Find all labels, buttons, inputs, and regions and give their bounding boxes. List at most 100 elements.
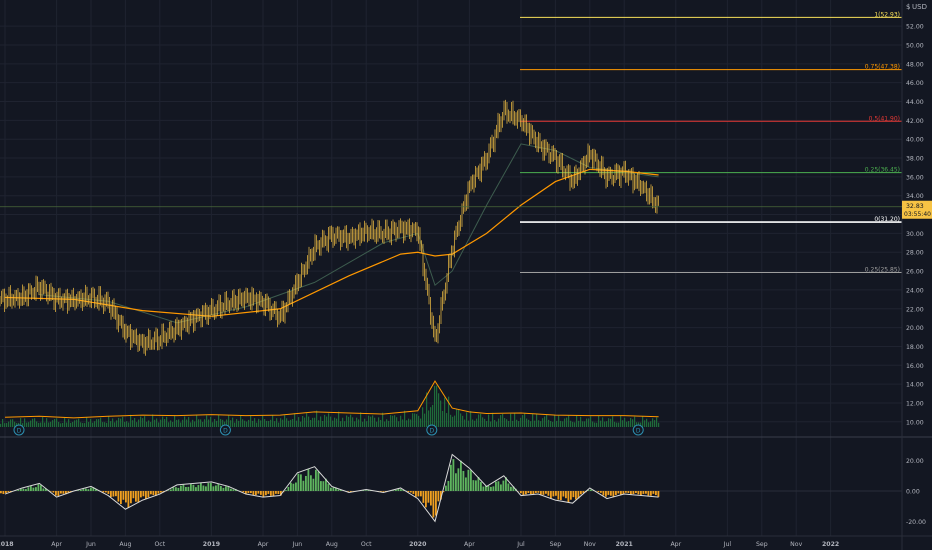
volume-bar [288, 420, 290, 427]
volume-bar [160, 419, 162, 427]
osc-tick-label: 20.00 [906, 458, 924, 465]
volume-bar [312, 417, 314, 427]
fib-level-label: 0.25(36.45) [865, 167, 900, 174]
volume-bar [248, 419, 250, 427]
dividend-marker[interactable]: D [426, 424, 438, 436]
volume-bar [182, 419, 184, 427]
volume-bar [422, 407, 424, 427]
volume-bar [284, 415, 286, 427]
osc-bar [67, 491, 70, 493]
volume-bar [114, 422, 116, 427]
osc-bar [382, 491, 385, 492]
volume-bar [52, 420, 54, 427]
osc-bar [637, 491, 640, 495]
volume-bar [66, 422, 68, 427]
volume-bar [104, 422, 106, 427]
volume-bar [228, 415, 230, 427]
osc-bar [210, 482, 212, 491]
volume-bar [234, 422, 236, 427]
volume-bar [552, 421, 554, 427]
volume-bar [526, 418, 528, 427]
volume-bar [324, 414, 326, 427]
volume-bar [304, 417, 306, 427]
osc-bar [430, 491, 432, 506]
osc-bar [425, 491, 427, 508]
osc-bar [257, 491, 260, 494]
volume-bar [236, 419, 238, 427]
volume-bar [522, 415, 524, 427]
osc-bar [512, 486, 515, 491]
dividend-marker[interactable]: D [632, 424, 644, 436]
oscillator-axis[interactable]: 20.00 0.00 -20.00 [906, 458, 926, 526]
volume-bar [140, 416, 142, 427]
osc-bar [227, 486, 230, 491]
osc-bar [122, 491, 125, 500]
volume-bar [558, 415, 560, 427]
volume-bar [68, 419, 70, 427]
osc-bar [250, 491, 252, 494]
volume-bar [398, 421, 400, 427]
volume-bar [560, 420, 562, 427]
volume-bar [196, 414, 198, 427]
osc-bar [560, 491, 562, 501]
volume-bar [532, 413, 534, 427]
osc-bar [447, 480, 450, 491]
dividend-marker[interactable]: D [13, 424, 25, 436]
osc-bar [160, 491, 162, 493]
volume-bar [208, 419, 210, 427]
volume-bar [88, 422, 90, 427]
osc-bar [572, 491, 575, 498]
osc-bar [645, 491, 647, 494]
volume-bar [42, 417, 44, 427]
osc-bar [475, 480, 477, 491]
osc-bar [297, 473, 300, 491]
volume-bar [458, 409, 460, 427]
dividend-label: D [429, 428, 434, 435]
osc-bar [420, 491, 422, 497]
volume-bar [204, 419, 206, 427]
osc-bar [380, 491, 382, 492]
volume-bar [186, 419, 188, 427]
volume-bar [600, 420, 602, 427]
osc-bar [440, 491, 442, 500]
volume-bar [504, 418, 506, 427]
osc-bar [22, 488, 25, 491]
volume-bar [154, 419, 156, 427]
osc-bar [42, 488, 45, 491]
currency-label[interactable]: $ USD [906, 3, 927, 11]
osc-bar [200, 482, 202, 491]
time-tick-label: Sep [756, 541, 768, 548]
osc-bar [635, 491, 637, 493]
osc-bar [62, 491, 65, 494]
osc-bar [477, 476, 480, 491]
osc-bar [500, 484, 502, 491]
price-tick-label: 44.00 [906, 99, 924, 106]
volume-bar [238, 420, 240, 427]
osc-bar [605, 491, 607, 497]
volume-bar [420, 418, 422, 427]
time-tick-label: Oct [154, 541, 165, 548]
time-tick-label: Apr [51, 541, 62, 548]
volume-bar [400, 415, 402, 427]
volume-bar [606, 421, 608, 427]
volume-bar [274, 421, 276, 427]
fibonacci-retracement[interactable]: 1(52.93) 0.75(47.38) 0.5(41.90) 0.25(36.45)… [520, 11, 902, 273]
osc-bar [50, 491, 52, 492]
dividend-label: D [17, 428, 22, 435]
volume-bar [16, 423, 18, 427]
osc-bar [622, 491, 625, 495]
osc-bar [347, 491, 350, 492]
dividend-marker[interactable]: D [219, 424, 231, 436]
osc-bar [57, 491, 60, 497]
osc-bar [520, 491, 522, 494]
volume-bar [370, 416, 372, 427]
osc-bar [407, 491, 410, 493]
volume-bar [134, 418, 136, 427]
volume-bar [10, 419, 12, 427]
volume-bar [250, 415, 252, 427]
time-axis[interactable]: 2018 Apr Jun Aug Oct 2019 Apr Jun Aug Oct 2020 Apr J… [0, 541, 839, 548]
osc-bar [542, 491, 545, 495]
osc-bar [402, 489, 405, 491]
